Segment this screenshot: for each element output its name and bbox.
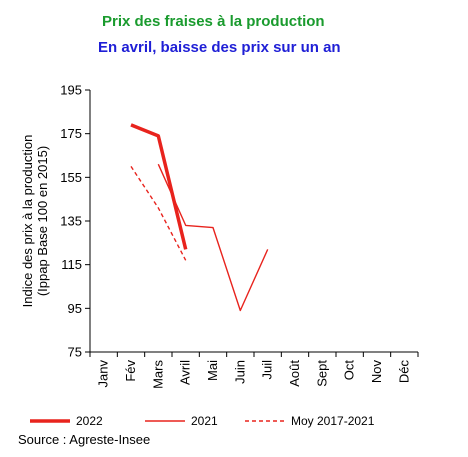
legend-label: Moy 2017-2021 <box>291 414 375 428</box>
x-tick-label: Déc <box>396 360 411 384</box>
x-tick-label: Mai <box>205 360 220 381</box>
x-tick-label: Juil <box>260 360 275 380</box>
y-tick-label: 155 <box>60 170 82 185</box>
chart-title: Prix des fraises à la production <box>102 13 325 30</box>
y-axis-ticks: 75 95 115 135 155 175 195 <box>60 83 90 360</box>
y-axis-label-line: Indice des prix à la production <box>20 135 35 308</box>
x-tick-label: Sept <box>314 360 329 387</box>
chart-subtitle: En avril, baisse des prix sur un an <box>98 39 341 56</box>
source-text: Source : Agreste-Insee <box>18 432 150 447</box>
x-tick-label: Fév <box>123 360 138 382</box>
x-tick-label: Janv <box>96 360 111 388</box>
series-line-2021 <box>157 163 269 312</box>
y-tick-label: 175 <box>60 126 82 141</box>
x-tick-label: Avril <box>178 360 193 385</box>
y-axis-label: Indice des prix à la production (Ippap Ba… <box>20 135 50 308</box>
y-axis-label-line: (Ippap Base 100 en 2015) <box>35 146 50 296</box>
y-tick-label: 115 <box>61 257 82 272</box>
y-tick-label: 75 <box>68 345 82 360</box>
series-line-2022 <box>130 123 188 250</box>
x-tick-label: Juin <box>232 360 247 384</box>
legend-label: 2022 <box>76 414 103 428</box>
legend-label: 2021 <box>191 414 218 428</box>
x-tick-label: Nov <box>369 360 384 384</box>
x-tick-label: Mars <box>150 360 165 389</box>
y-tick-label: 135 <box>60 214 82 229</box>
x-axis-ticks: Janv Fév Mars Avril Mai Juin Juil Août Sept Oct No… <box>89 352 419 389</box>
x-tick-label: Août <box>287 360 302 387</box>
y-tick-label: 195 <box>60 83 82 98</box>
legend: 2022 2021 Moy 2017-2021 <box>30 414 375 428</box>
series-line-moy-2017-2021 <box>130 166 187 261</box>
x-tick-label: Oct <box>342 360 357 381</box>
chart-series <box>130 123 269 312</box>
y-tick-label: 95 <box>68 301 82 316</box>
